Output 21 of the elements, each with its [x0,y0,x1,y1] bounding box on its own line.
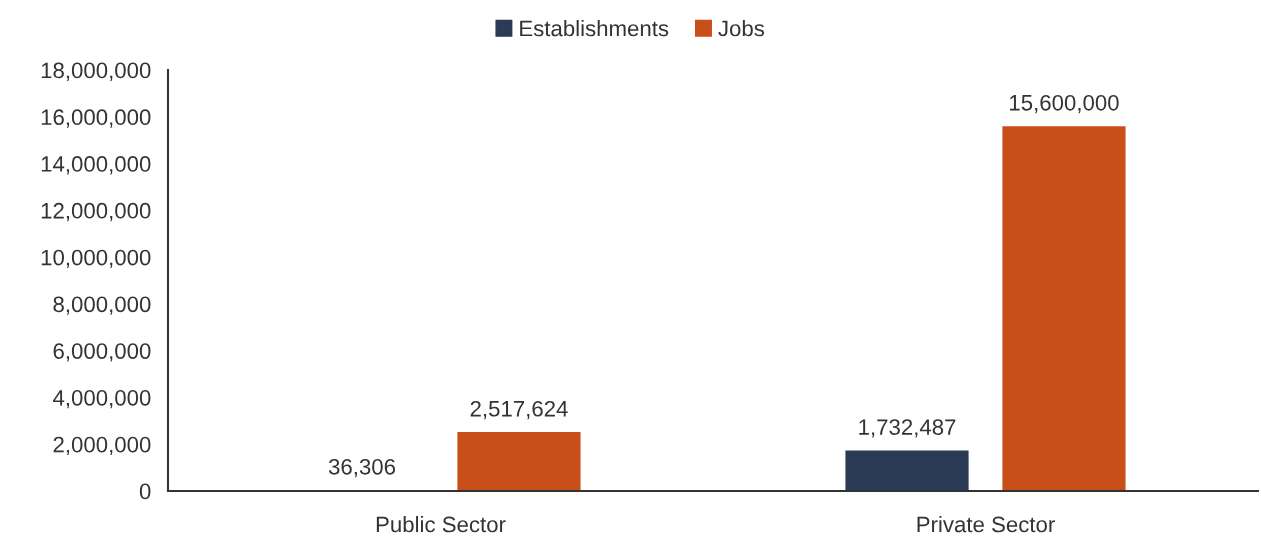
x-tick-label: Private Sector [917,516,1055,533]
y-tick-label: 4,000,000 [52,389,151,409]
y-tick-label: 16,000,000 [41,109,151,128]
data-label: 36,306 [328,458,396,478]
y-tick-label: 12,000,000 [41,202,151,222]
y-tick-label: 2,000,000 [53,436,151,456]
y-tick-label: 8,000,000 [53,296,151,315]
legend-label: Establishments [520,20,669,37]
data-label: 1,732,487 [859,419,956,438]
bar [457,432,581,491]
legend-label: Jobs [718,20,765,37]
data-label: 2,517,624 [470,400,568,420]
y-tick-label: 6,000,000 [53,343,151,362]
y-tick-label: 10,000,000 [41,249,151,269]
y-tick-label: 14,000,000 [41,156,151,175]
bar [845,450,969,491]
y-tick-label: 0 [139,483,151,500]
x-tick-label: Public Sector [376,516,506,533]
data-label: 15,600,000 [1010,94,1119,114]
y-tick-label: 18,000,000 [41,62,151,81]
bar [1002,126,1126,491]
